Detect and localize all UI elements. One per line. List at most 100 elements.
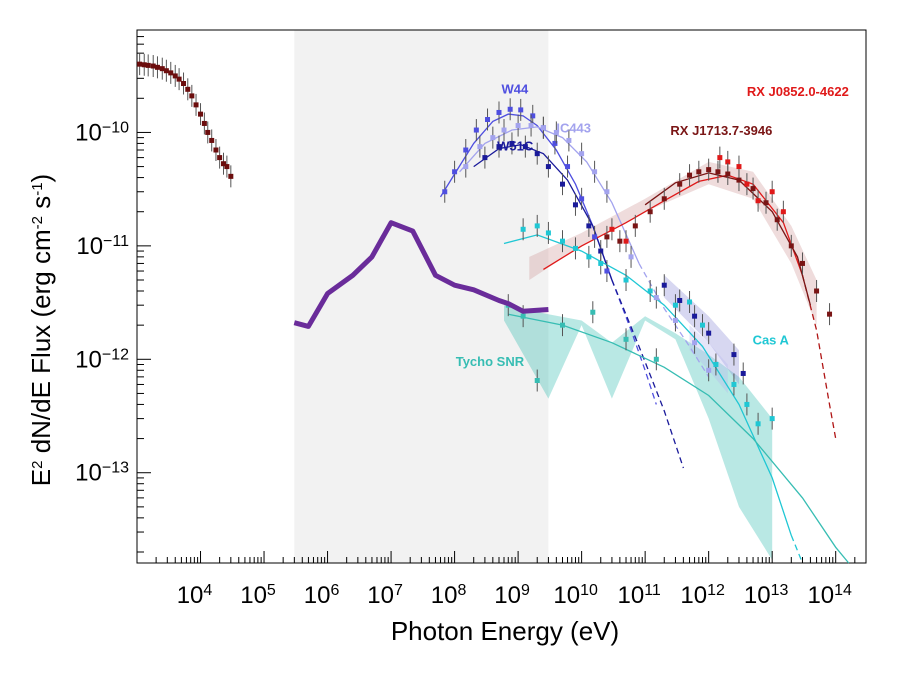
rx-j0852-0-4622-point <box>736 164 742 170</box>
tycho-band-region <box>504 305 773 560</box>
x-ray-point <box>198 111 204 117</box>
cas-a-label: Cas A <box>753 333 790 348</box>
w51c-point <box>731 352 737 358</box>
y-axis-title-mid: dN/dE Flux (erg cm <box>26 229 56 460</box>
ic443-label: IC443 <box>556 120 591 135</box>
cas-a-point <box>534 223 540 229</box>
x-tick-exponent: 4 <box>203 582 212 599</box>
y-tick-label: 10−10 <box>75 119 129 147</box>
x-ray-point <box>193 102 199 108</box>
rx-j0852-0-4622-point <box>725 159 731 165</box>
w51c-point <box>740 370 746 376</box>
rx-j1713-7-3946-point <box>604 234 610 240</box>
tycho-fit-curve <box>508 313 850 564</box>
w44-point <box>496 109 502 115</box>
w44-point <box>518 107 524 113</box>
x-ray-point <box>159 66 165 72</box>
x-tick-base: 10 <box>553 582 580 609</box>
rx-j1713-7-3946-point <box>677 181 683 187</box>
sensitivity-curve-layer <box>293 220 549 329</box>
ic443-point <box>579 151 585 157</box>
ic443-point <box>528 123 534 129</box>
w44-point <box>442 189 448 195</box>
tycho-snr-point <box>560 322 566 328</box>
y-axis-title-sup2: -2 <box>29 216 46 229</box>
rx-j1713-7-3946-point <box>706 167 712 173</box>
x-ray-point <box>217 155 223 161</box>
x-tick-exponent: 10 <box>580 582 598 599</box>
rx-j1713-7-3946-point <box>750 186 756 192</box>
cas-a-point <box>586 254 592 260</box>
rx-j1713-7-3946-point <box>827 311 833 317</box>
x-ray-point <box>220 161 226 167</box>
w44-label: W44 <box>502 82 530 97</box>
x-tick-exponent: 5 <box>267 582 276 599</box>
ic443-extrap-curve <box>638 263 710 378</box>
w44-point <box>552 140 558 146</box>
tycho-snr-label: Tycho SNR <box>456 354 525 369</box>
cas-a-point <box>572 245 578 251</box>
y-axis-title-sup3: -1 <box>29 182 46 195</box>
rx-j0852-0-4622-point <box>744 181 750 187</box>
w51c-band-region <box>664 275 739 385</box>
tycho-snr-point <box>623 336 629 342</box>
cas-a-point <box>755 421 761 427</box>
ic443-point <box>653 295 659 301</box>
w51c-point <box>598 248 604 254</box>
rx-j1713-7-3946-point <box>736 177 742 183</box>
rx-j0852-0-4622-point <box>780 209 786 215</box>
x-tick-exponent: 11 <box>644 582 661 599</box>
w51c-point <box>534 151 540 157</box>
y-axis-title-pre: E <box>26 469 56 486</box>
w44-point <box>530 113 536 119</box>
x-tick-label: 108 <box>431 582 467 610</box>
rx-j1713-7-3946-point <box>632 223 638 229</box>
w44-point <box>485 117 491 123</box>
x-tick-label: 107 <box>367 582 403 610</box>
rx-j1713-7-3946-point <box>647 209 653 215</box>
cas-a-extrap-curve <box>790 535 804 564</box>
y-tick-base: 10 <box>75 119 102 146</box>
ic443-point <box>490 135 496 141</box>
x-tick-exponent: 6 <box>330 582 339 599</box>
rx-j1713-7-3946-label: RX J1713.7-3946 <box>670 123 772 138</box>
x-ray-point <box>176 76 182 82</box>
x-ray-point <box>209 137 215 143</box>
w44-point <box>579 196 585 202</box>
tycho-snr-point <box>590 309 596 315</box>
rx-j0852-0-4622-point <box>623 238 629 244</box>
tycho-snr-point <box>520 313 526 319</box>
rx-j1713-7-3946-point <box>617 238 623 244</box>
rx-j1713-7-3946-point <box>661 196 667 202</box>
x-axis-title: Photon Energy (eV) <box>391 616 619 646</box>
ic443-point <box>463 164 469 170</box>
ic443-point <box>592 169 598 175</box>
w44-point <box>565 164 571 170</box>
ic443-point <box>477 144 483 150</box>
ic443-point <box>540 125 546 131</box>
cas-a-point <box>647 288 653 294</box>
y-tick-exponent: −10 <box>102 119 129 136</box>
rx-j0852-0-4622-point <box>769 189 775 195</box>
w51c-point <box>522 144 528 150</box>
rx-j0852-0-4622-point <box>609 226 615 232</box>
y-tick-label: 10−12 <box>75 346 129 374</box>
sensitivity-curve <box>293 220 549 329</box>
w44-extrap-curve <box>611 279 657 405</box>
w51c-extrap-curve <box>611 279 685 469</box>
ic443-point <box>628 254 634 260</box>
x-tick-base: 10 <box>494 582 521 609</box>
w51c-point <box>482 155 488 161</box>
w51c-point <box>692 313 698 319</box>
data-points <box>137 53 833 435</box>
w44-point <box>473 127 479 133</box>
rx-j0852-0-4622-point <box>717 155 723 161</box>
x-tick-label: 1012 <box>680 582 725 610</box>
x-ray-point <box>172 73 178 79</box>
x-tick-exponent: 7 <box>394 582 403 599</box>
cas-a-point <box>713 361 719 367</box>
cas-a-point <box>598 260 604 266</box>
w51c-point <box>677 297 683 303</box>
w51c-label: W51C <box>497 139 534 154</box>
ic443-point <box>553 129 559 135</box>
